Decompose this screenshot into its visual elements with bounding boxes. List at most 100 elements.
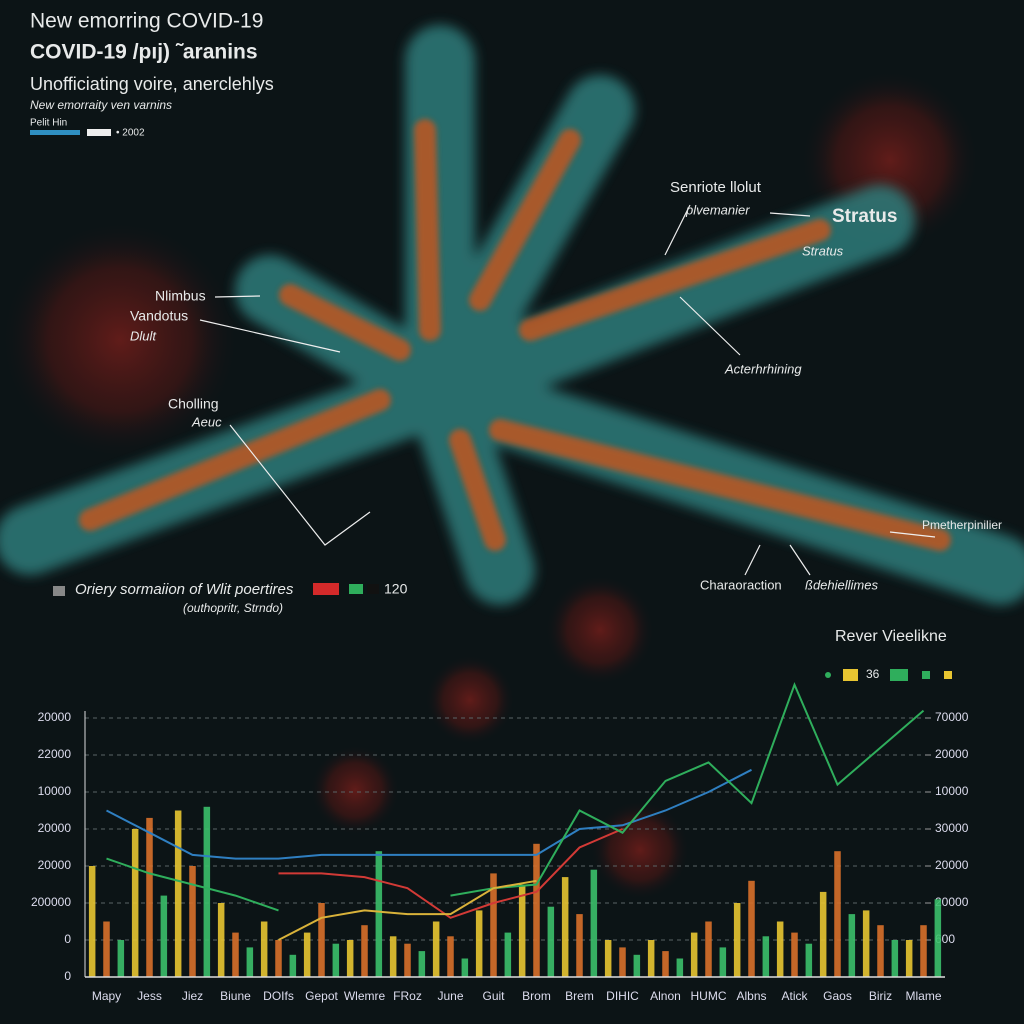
bar (475, 910, 483, 977)
y-tick-label: 22000 (38, 747, 72, 761)
bar (604, 940, 612, 977)
y2-tick-label: 30000 (935, 821, 969, 835)
bar (647, 940, 655, 977)
annotation: Aeuc (191, 414, 222, 429)
bar (117, 940, 125, 977)
y-tick-label: 20000 (38, 858, 72, 872)
leader (199, 319, 341, 353)
line (106, 681, 925, 912)
x-tick-label: DOIfs (263, 989, 294, 1003)
virus (545, 575, 655, 685)
line (278, 879, 537, 941)
bar (189, 866, 196, 977)
x-tick-label: HUMC (691, 989, 727, 1003)
legend-dot (825, 672, 831, 678)
bar (733, 903, 741, 977)
legend-head: Pelit Hin (30, 118, 67, 129)
legend-swatch (922, 671, 930, 679)
bar (217, 903, 225, 977)
bar (504, 932, 512, 977)
mid-legend: Oriery sormaiion of Wlit poertires (75, 581, 294, 598)
x-tick-label: Atick (781, 989, 808, 1003)
bar (275, 940, 282, 977)
x-tick-label: June (437, 989, 463, 1003)
leader (769, 212, 811, 217)
line (106, 768, 752, 860)
legend-value: 36 (866, 667, 880, 681)
annotation: Stratus (802, 243, 844, 258)
annotation: Senriote llolut (670, 179, 762, 196)
bar (662, 951, 669, 977)
y2-tick-label: 20000 (935, 747, 969, 761)
annotation: Pmetherpinilier (922, 518, 1002, 532)
bar (289, 954, 297, 977)
bar (934, 899, 942, 977)
bar (318, 903, 325, 977)
arm (405, 185, 915, 425)
legend-swatch (53, 586, 65, 596)
legend-item: • 2002 (116, 128, 145, 139)
y2-tick-label: 70000 (935, 710, 969, 724)
bar (174, 810, 182, 977)
bar (590, 869, 598, 977)
leader (229, 424, 371, 546)
bar (160, 895, 168, 977)
leader-lines (199, 204, 936, 576)
y2-tick-label: 10000 (935, 784, 969, 798)
bar (404, 943, 411, 977)
spike-cores (79, 119, 951, 551)
bar (690, 932, 698, 977)
legend-title: Rever Vieelikne (835, 628, 947, 645)
x-tick-label: FRoz (393, 989, 422, 1003)
annotation: Charaoraction (700, 577, 782, 592)
annotation: Vandotus (130, 308, 188, 324)
bar (676, 958, 684, 977)
y2-tick-label: 20000 (935, 858, 969, 872)
bar (88, 866, 96, 977)
bar (389, 936, 397, 977)
bar (762, 936, 770, 977)
legend-swatch (944, 671, 952, 679)
x-tick-label: Brom (522, 989, 551, 1003)
leader (679, 296, 741, 356)
bar (432, 921, 440, 977)
x-tick-label: Mlame (905, 989, 941, 1003)
bar (146, 817, 153, 977)
virus (425, 655, 515, 745)
bar (533, 843, 540, 977)
annotation: plvemanier (685, 202, 750, 217)
bar (246, 947, 254, 977)
core (519, 219, 831, 341)
bar (633, 954, 641, 977)
bar (361, 925, 368, 977)
y-tick-label: 0 (64, 932, 71, 946)
title2: COVID-19 /pıj) ˜aranins (30, 41, 258, 64)
bar (576, 914, 583, 977)
x-tick-label: Mapy (92, 989, 121, 1003)
annotation: Nlimbus (155, 288, 206, 304)
bar (332, 943, 340, 977)
bar (490, 873, 497, 977)
bar (260, 921, 268, 977)
y-tick-label: 20000 (38, 821, 72, 835)
bar (776, 921, 784, 977)
x-tick-label: Albns (736, 989, 766, 1003)
line (278, 828, 623, 919)
annotation: Cholling (168, 396, 219, 412)
bar (905, 940, 913, 977)
bar (848, 914, 856, 977)
virus (310, 745, 400, 835)
legend-swatch (367, 584, 379, 594)
bar (791, 932, 798, 977)
legend-swatch (30, 130, 80, 135)
bar (518, 884, 526, 977)
bar (103, 921, 110, 977)
bar (232, 932, 239, 977)
leader (664, 204, 691, 256)
bar (748, 880, 755, 977)
bar (834, 851, 841, 977)
x-tick-label: Jiez (182, 989, 203, 1003)
y-tick-label: 20000 (38, 710, 72, 724)
